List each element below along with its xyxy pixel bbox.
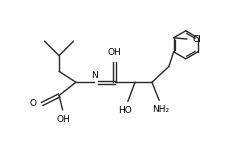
Text: Cl: Cl	[192, 34, 201, 43]
Text: N: N	[91, 71, 97, 80]
Text: OH: OH	[57, 115, 71, 124]
Text: O: O	[30, 99, 37, 108]
Text: OH: OH	[108, 48, 122, 57]
Text: HO: HO	[119, 106, 132, 115]
Text: NH₂: NH₂	[152, 105, 169, 114]
